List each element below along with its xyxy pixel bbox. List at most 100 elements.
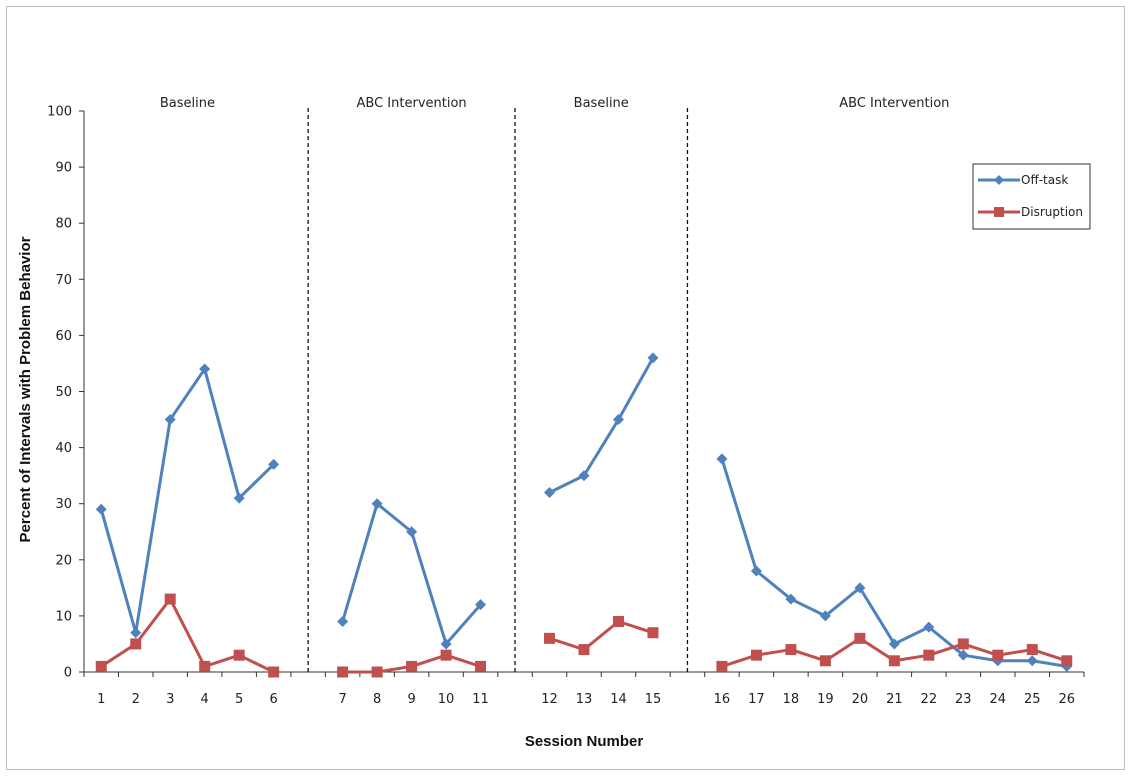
legend-label-disruption: Disruption [1021,205,1083,219]
off-task-point [819,610,831,622]
legend-box [972,163,1091,230]
x-tick-label: 21 [886,692,903,707]
x-tick-label: 26 [1058,692,1075,707]
disruption-point [750,649,762,661]
off-task-line [720,458,1067,668]
off-task-point [268,458,280,470]
disruption-point [95,660,107,672]
disruption-point [475,660,487,672]
y-tick-label: 70 [55,273,72,288]
x-tick-label: 18 [783,692,800,707]
phase-label: Baseline [160,96,215,111]
disruption-point [785,644,797,656]
disruption-point [992,649,1004,661]
x-axis-title: Session Number [525,733,644,750]
disruption-point [923,649,935,661]
y-tick-label: 0 [64,666,72,681]
legend: Off-task Disruption [972,163,1091,230]
legend-marker-off-task [994,175,1004,185]
x-tick-label: 10 [438,692,455,707]
disruption-point [647,627,659,639]
off-task-line [548,357,655,494]
off-task-point [475,599,487,611]
disruption-point [578,644,590,656]
off-task-point [371,498,383,510]
y-tick-label: 50 [55,385,72,400]
disruption-point [544,632,556,644]
y-tick-label: 30 [55,497,72,512]
off-task-point [1026,655,1038,667]
off-task-point [406,526,418,538]
x-tick-label: 6 [270,692,278,707]
disruption-point [233,649,245,661]
phase-label: ABC Intervention [357,96,467,111]
off-task-point [957,649,969,661]
x-tick-label: 4 [201,692,209,707]
off-task-line [341,502,482,646]
off-task-point [647,352,659,364]
y-tick-label: 90 [55,161,72,176]
disruption-point [1026,644,1038,656]
off-task-point [923,621,935,633]
x-tick-label: 7 [338,692,346,707]
off-task-point [233,492,245,504]
x-tick-label: 1 [97,692,105,707]
disruption-point [1061,655,1073,667]
disruption-point [819,655,831,667]
phase-label: ABC Intervention [839,96,949,111]
disruption-line [549,620,654,652]
off-task-point [544,486,556,498]
disruption-point [371,666,383,678]
off-task-point [888,638,900,650]
disruption-point [957,638,969,650]
x-tick-label: 17 [748,692,765,707]
phase-label: Baseline [574,96,629,111]
disruption-point [130,638,142,650]
legend-marker-disruption [994,207,1004,217]
x-tick-label: 12 [541,692,558,707]
x-tick-label: 5 [235,692,243,707]
x-tick-label: 14 [610,692,627,707]
x-tick-label: 11 [472,692,489,707]
off-task-point [440,638,452,650]
disruption-point [716,660,728,672]
x-tick-label: 25 [1024,692,1041,707]
off-task-point [750,565,762,577]
disruption-point [612,616,624,628]
x-tick-label: 20 [852,692,869,707]
off-task-line [99,367,275,635]
off-task-point [95,503,107,515]
y-tick-label: 40 [55,441,72,456]
disruption-point [164,593,176,605]
x-tick-label: 15 [645,692,662,707]
disruption-point [199,660,211,672]
y-axis-title: Percent of Intervals with Problem Behavi… [17,236,34,542]
x-tick-label: 2 [132,692,140,707]
legend-label-off-task: Off-task [1021,173,1068,187]
off-task-point [578,470,590,482]
off-task-point [716,453,728,465]
disruption-point [440,649,452,661]
x-tick-label: 3 [166,692,174,707]
disruption-line [100,597,275,674]
disruption-point [337,666,349,678]
y-tick-label: 100 [47,105,72,120]
off-task-point [130,627,142,639]
y-tick-label: 60 [55,329,72,344]
disruption-point [888,655,900,667]
off-task-point [164,414,176,426]
x-tick-label: 16 [714,692,731,707]
off-task-point [199,363,211,375]
x-tick-label: 8 [373,692,381,707]
disruption-point [268,666,280,678]
y-tick-label: 10 [55,609,72,624]
x-tick-label: 9 [407,692,415,707]
x-tick-label: 22 [921,692,938,707]
off-task-point [785,593,797,605]
off-task-point [854,582,866,594]
off-task-point [612,414,624,426]
y-tick-label: 80 [55,217,72,232]
disruption-point [406,660,418,672]
y-tick-label: 20 [55,553,72,568]
